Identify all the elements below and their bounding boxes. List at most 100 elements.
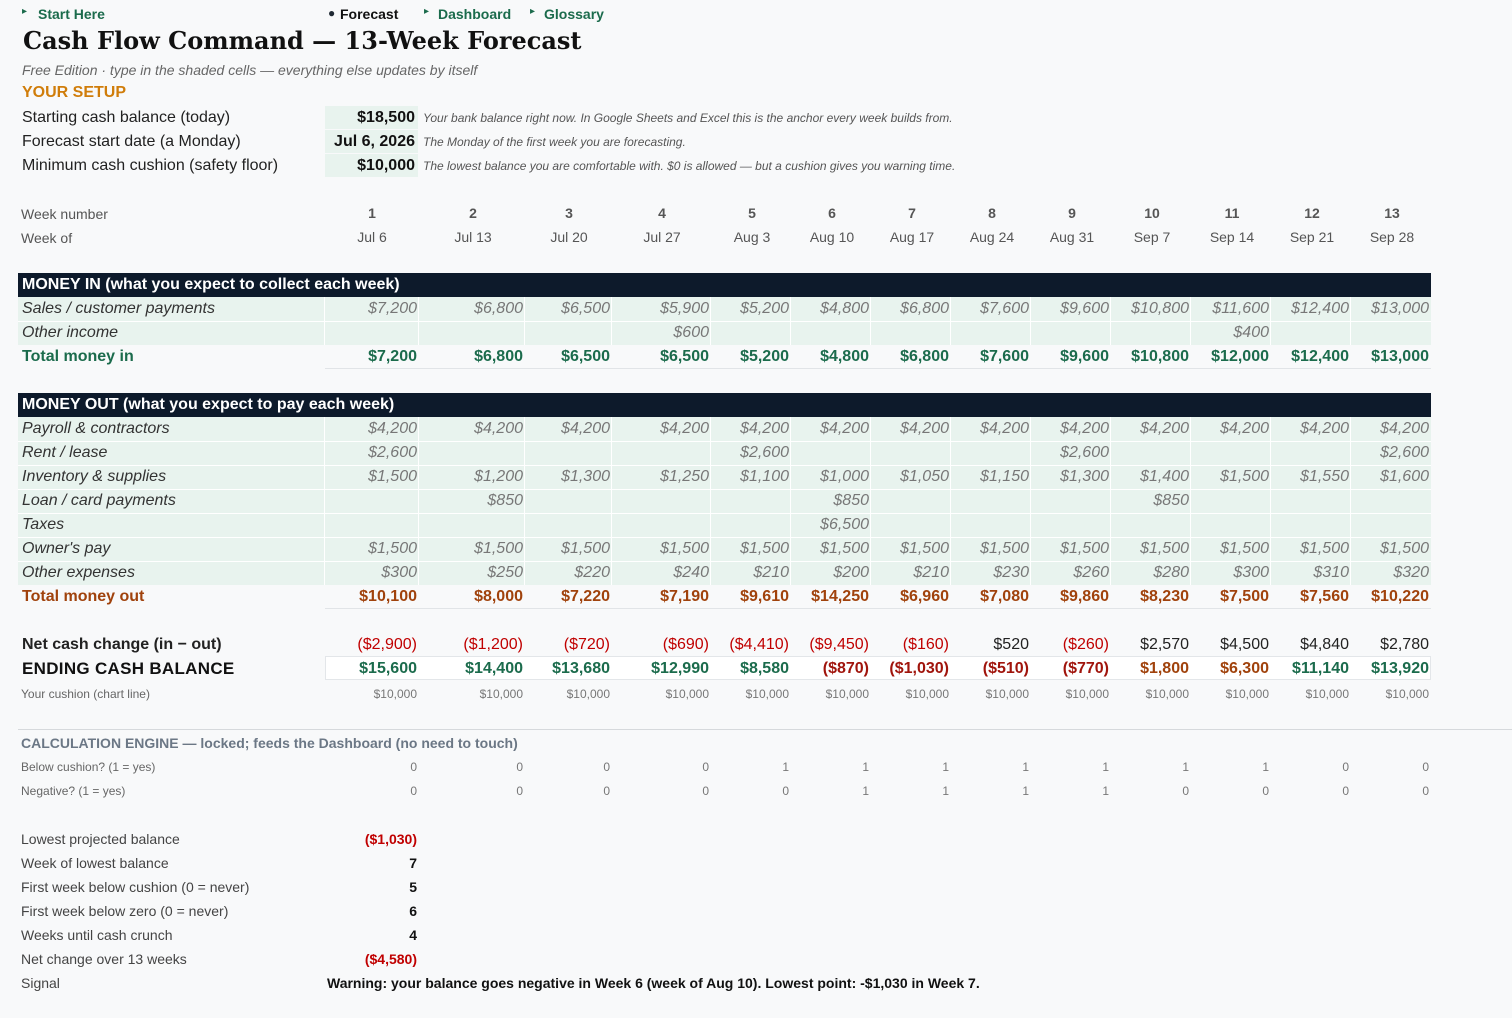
setup-input[interactable]: Jul 6, 2026 xyxy=(325,130,418,153)
input-cell[interactable]: $240 xyxy=(673,564,709,581)
input-cell[interactable]: $850 xyxy=(487,492,523,509)
summary-value: 7 xyxy=(409,855,417,871)
input-cell[interactable]: $1,250 xyxy=(660,468,709,485)
input-cell[interactable]: $4,200 xyxy=(474,420,523,437)
input-cell[interactable]: $1,500 xyxy=(740,540,789,557)
input-cell[interactable]: $250 xyxy=(487,564,523,581)
week-date: Aug 31 xyxy=(1049,229,1095,245)
input-cell[interactable]: $6,800 xyxy=(474,300,523,317)
input-cell[interactable]: $4,200 xyxy=(980,420,1029,437)
input-cell[interactable]: $1,500 xyxy=(474,540,523,557)
input-cell[interactable]: $600 xyxy=(673,324,709,341)
input-cell[interactable]: $4,200 xyxy=(820,420,869,437)
input-cell[interactable]: $210 xyxy=(753,564,789,581)
nav-arrow-icon: ▸ xyxy=(530,6,536,17)
input-cell[interactable]: $1,400 xyxy=(1140,468,1189,485)
nav-start-here-link[interactable]: Start Here xyxy=(38,6,105,22)
input-cell[interactable]: $1,500 xyxy=(1380,540,1429,557)
input-cell[interactable]: $1,500 xyxy=(900,540,949,557)
week-number: 12 xyxy=(1304,205,1320,221)
setup-input[interactable]: $18,500 xyxy=(325,106,418,129)
input-cell[interactable]: $7,200 xyxy=(368,300,417,317)
summary-value: 4 xyxy=(409,927,417,943)
nav-dashboard-link[interactable]: Dashboard xyxy=(438,6,512,22)
input-cell[interactable]: $4,200 xyxy=(1060,420,1109,437)
input-cell[interactable]: $1,500 xyxy=(561,540,610,557)
input-cell[interactable]: $1,500 xyxy=(1300,540,1349,557)
input-cell[interactable]: $1,500 xyxy=(980,540,1029,557)
input-cell[interactable]: $11,600 xyxy=(1212,300,1269,317)
input-cell[interactable]: $1,500 xyxy=(368,540,417,557)
input-cell[interactable]: $310 xyxy=(1313,564,1349,581)
input-cell[interactable]: $1,300 xyxy=(1060,468,1109,485)
input-cell[interactable]: $4,200 xyxy=(660,420,709,437)
input-cell[interactable]: $4,200 xyxy=(1140,420,1189,437)
input-cell[interactable]: $280 xyxy=(1153,564,1189,581)
input-cell[interactable]: $1,000 xyxy=(820,468,869,485)
engine-value: 0 xyxy=(1262,784,1269,798)
input-cell[interactable]: $1,100 xyxy=(740,468,789,485)
input-cell[interactable]: $1,300 xyxy=(561,468,610,485)
input-cell[interactable]: $220 xyxy=(574,564,610,581)
input-cell[interactable]: $850 xyxy=(833,492,869,509)
input-cell[interactable]: $5,900 xyxy=(660,300,709,317)
ending-balance-value: $13,920 xyxy=(1371,660,1429,677)
input-cell[interactable]: $6,500 xyxy=(820,516,869,533)
input-cell[interactable]: $1,050 xyxy=(900,468,949,485)
grid-line xyxy=(18,537,1431,538)
input-cell[interactable]: $9,600 xyxy=(1060,300,1109,317)
input-cell[interactable]: $850 xyxy=(1153,492,1189,509)
input-cell[interactable]: $1,500 xyxy=(1220,468,1269,485)
input-cell[interactable]: $1,550 xyxy=(1300,468,1349,485)
input-cell[interactable]: $1,500 xyxy=(368,468,417,485)
input-cell[interactable]: $5,200 xyxy=(740,300,789,317)
input-cell[interactable]: $4,200 xyxy=(1300,420,1349,437)
cushion-value: $10,000 xyxy=(825,687,869,701)
total-in-value: $12,000 xyxy=(1211,348,1269,365)
input-cell[interactable]: $320 xyxy=(1393,564,1429,581)
input-cell[interactable]: $400 xyxy=(1233,324,1269,341)
input-cell[interactable]: $200 xyxy=(833,564,869,581)
input-cell[interactable]: $300 xyxy=(1233,564,1269,581)
input-cell[interactable]: $4,200 xyxy=(368,420,417,437)
input-cell[interactable]: $12,400 xyxy=(1291,300,1349,317)
input-cell[interactable]: $260 xyxy=(1073,564,1109,581)
input-cell[interactable]: $1,500 xyxy=(660,540,709,557)
input-cell[interactable]: $4,200 xyxy=(740,420,789,437)
input-cell[interactable]: $4,200 xyxy=(1380,420,1429,437)
input-cell[interactable]: $4,200 xyxy=(900,420,949,437)
setup-input[interactable]: $10,000 xyxy=(325,154,418,177)
input-cell[interactable]: $1,500 xyxy=(1220,540,1269,557)
input-cell[interactable]: $6,800 xyxy=(900,300,949,317)
input-cell[interactable]: $1,600 xyxy=(1380,468,1429,485)
input-cell[interactable]: $2,600 xyxy=(740,444,789,461)
input-cell[interactable]: $1,500 xyxy=(1060,540,1109,557)
input-cell[interactable]: $4,800 xyxy=(820,300,869,317)
engine-value: 0 xyxy=(410,760,417,774)
money-in-header: MONEY IN (what you expect to collect eac… xyxy=(18,273,1431,297)
week-of-label: Week of xyxy=(21,230,73,246)
total-out-value: $7,220 xyxy=(561,588,610,605)
input-cell[interactable]: $10,800 xyxy=(1131,300,1189,317)
engine-value: 0 xyxy=(603,784,610,798)
nav-glossary-link[interactable]: Glossary xyxy=(544,6,604,22)
input-cell[interactable]: $2,600 xyxy=(1380,444,1429,461)
input-cell[interactable]: $4,200 xyxy=(1220,420,1269,437)
input-cell[interactable]: $2,600 xyxy=(1060,444,1109,461)
page-title: Cash Flow Command — 13-Week Forecast xyxy=(23,26,582,55)
total-out-value: $8,230 xyxy=(1140,588,1189,605)
input-cell[interactable]: $2,600 xyxy=(368,444,417,461)
input-cell[interactable]: $210 xyxy=(913,564,949,581)
input-cell[interactable]: $1,500 xyxy=(1140,540,1189,557)
input-cell[interactable]: $1,500 xyxy=(820,540,869,557)
input-cell[interactable]: $230 xyxy=(993,564,1029,581)
row-label: Sales / customer payments xyxy=(22,300,215,317)
net-change-value: $4,500 xyxy=(1220,636,1269,653)
input-cell[interactable]: $7,600 xyxy=(980,300,1029,317)
input-cell[interactable]: $300 xyxy=(381,564,417,581)
input-cell[interactable]: $6,500 xyxy=(561,300,610,317)
input-cell[interactable]: $1,200 xyxy=(474,468,523,485)
input-cell[interactable]: $13,000 xyxy=(1371,300,1429,317)
input-cell[interactable]: $4,200 xyxy=(561,420,610,437)
input-cell[interactable]: $1,150 xyxy=(980,468,1029,485)
